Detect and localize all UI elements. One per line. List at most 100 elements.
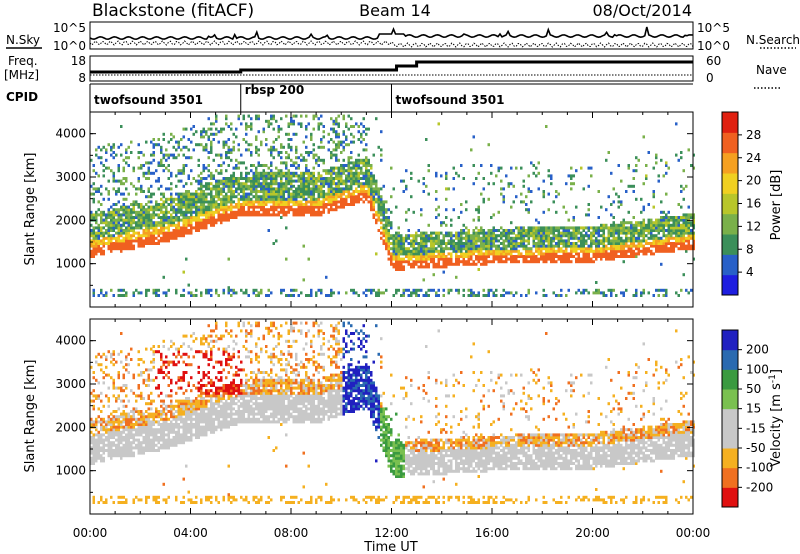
power-cell bbox=[110, 236, 113, 240]
power-cell bbox=[615, 231, 618, 235]
power-cell bbox=[280, 216, 283, 219]
power-cell bbox=[372, 182, 375, 186]
power-cell bbox=[327, 140, 330, 144]
power-cell bbox=[555, 210, 558, 214]
power-cell bbox=[305, 169, 308, 173]
velocity-cell bbox=[125, 420, 128, 424]
power-cell bbox=[670, 244, 673, 248]
power-cell bbox=[117, 216, 120, 219]
velocity-cell bbox=[127, 423, 130, 426]
power-cell bbox=[285, 177, 288, 180]
power-cell bbox=[277, 203, 280, 206]
power-cell bbox=[115, 192, 118, 196]
power-cell bbox=[227, 216, 230, 219]
velocity-cell bbox=[92, 376, 95, 380]
power-cell bbox=[180, 294, 183, 297]
velocity-cell bbox=[120, 456, 123, 460]
power-cell bbox=[420, 213, 423, 217]
power-cell bbox=[210, 213, 213, 217]
power-cell bbox=[655, 218, 658, 222]
power-cell bbox=[345, 190, 348, 193]
power-cell bbox=[525, 294, 528, 297]
power-cell bbox=[377, 192, 380, 196]
power-cell bbox=[690, 221, 693, 225]
power-cell bbox=[635, 247, 638, 251]
power-cell bbox=[447, 262, 450, 266]
power-cell bbox=[527, 242, 530, 245]
velocity-cell bbox=[130, 389, 133, 393]
power-cell bbox=[377, 291, 380, 295]
power-cell bbox=[367, 288, 370, 292]
power-cell bbox=[425, 236, 428, 240]
power-cell bbox=[112, 179, 115, 183]
power-cell bbox=[175, 197, 178, 201]
power-cell bbox=[337, 174, 340, 178]
power-cell bbox=[182, 135, 185, 139]
power-cell bbox=[440, 249, 443, 253]
power-cell bbox=[380, 236, 383, 240]
power-cell bbox=[567, 174, 570, 178]
power-cell bbox=[467, 242, 470, 245]
power-cell bbox=[247, 125, 250, 128]
velocity-cell bbox=[95, 433, 98, 437]
power-cell bbox=[632, 177, 635, 180]
power-cell bbox=[445, 223, 448, 227]
power-cell bbox=[157, 288, 160, 292]
power-cell bbox=[520, 252, 523, 256]
power-cell bbox=[205, 218, 208, 222]
power-cell bbox=[110, 244, 113, 248]
power-cell bbox=[430, 255, 433, 258]
power-cell bbox=[202, 190, 205, 193]
power-cell bbox=[412, 236, 415, 240]
power-cell bbox=[425, 294, 428, 297]
power-cell bbox=[492, 257, 495, 261]
power-cell bbox=[667, 242, 670, 245]
power-cell bbox=[157, 203, 160, 206]
power-cell bbox=[175, 234, 178, 238]
power-cell bbox=[127, 229, 130, 232]
power-cell bbox=[547, 257, 550, 261]
power-cell bbox=[335, 177, 338, 180]
power-cell bbox=[320, 213, 323, 217]
power-cell bbox=[207, 288, 210, 292]
power-cell bbox=[600, 239, 603, 243]
power-cell bbox=[200, 221, 203, 225]
power-cell bbox=[100, 161, 103, 165]
power-cell bbox=[400, 244, 403, 248]
velocity-cell bbox=[102, 459, 105, 463]
power-cell bbox=[305, 127, 308, 131]
velocity-cell bbox=[117, 438, 120, 442]
power-cell bbox=[177, 143, 180, 147]
power-cell bbox=[425, 252, 428, 256]
velocity-cell bbox=[132, 425, 135, 429]
power-cell bbox=[597, 234, 600, 238]
power-cell bbox=[160, 205, 163, 209]
power-cell bbox=[632, 244, 635, 248]
power-cell bbox=[342, 145, 345, 149]
power-cell bbox=[302, 184, 305, 188]
power-cell bbox=[342, 132, 345, 136]
power-cell bbox=[242, 208, 245, 212]
velocity-cell bbox=[97, 420, 100, 424]
power-cell bbox=[120, 208, 123, 212]
power-cell bbox=[92, 255, 95, 258]
power-cell bbox=[255, 135, 258, 139]
power-cell bbox=[337, 291, 340, 295]
power-cell bbox=[157, 164, 160, 167]
velocity-cell bbox=[102, 352, 105, 356]
power-cell bbox=[675, 236, 678, 240]
power-cell bbox=[210, 210, 213, 214]
power-cell bbox=[415, 239, 418, 243]
power-cell bbox=[455, 257, 458, 261]
power-cell bbox=[560, 249, 563, 253]
power-cell bbox=[475, 234, 478, 238]
power-cell bbox=[647, 249, 650, 253]
velocity-cell bbox=[122, 495, 125, 499]
power-cell bbox=[240, 174, 243, 178]
power-cell bbox=[340, 140, 343, 144]
power-cell bbox=[320, 145, 323, 149]
power-cell bbox=[690, 247, 693, 251]
power-cell bbox=[675, 122, 678, 126]
power-cell bbox=[375, 291, 378, 295]
power-cell bbox=[652, 166, 655, 170]
